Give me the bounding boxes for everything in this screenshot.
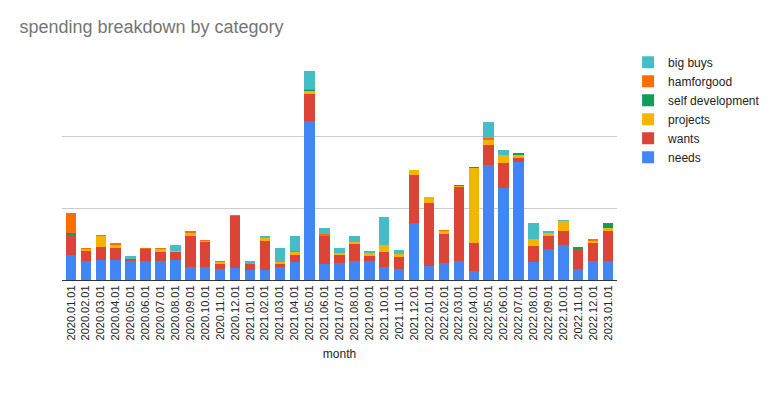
svg-text:month: month [323,347,356,361]
svg-text:2020.03.01: 2020.03.01 [94,285,106,340]
svg-text:2021.07.01: 2021.07.01 [333,285,345,340]
svg-text:2022.04.01: 2022.04.01 [467,285,479,340]
svg-text:2021.06.01: 2021.06.01 [318,285,330,340]
svg-text:2022.02.01: 2022.02.01 [438,285,450,340]
svg-text:2022.07.01: 2022.07.01 [512,285,524,340]
svg-text:2022.10.01: 2022.10.01 [557,285,569,340]
svg-text:2020.10.01: 2020.10.01 [199,285,211,340]
svg-text:2021.03.01: 2021.03.01 [273,285,285,340]
svg-text:2020.12.01: 2020.12.01 [229,285,241,340]
svg-text:2021.09.01: 2021.09.01 [363,285,375,340]
svg-text:2020.07.01: 2020.07.01 [154,285,166,340]
svg-text:projects: projects [668,113,710,127]
svg-text:2021.05.01: 2021.05.01 [303,285,315,340]
svg-text:2021.11.01: 2021.11.01 [393,285,405,339]
svg-text:2021.12.01: 2021.12.01 [408,285,420,340]
svg-text:2022.09.01: 2022.09.01 [542,285,554,340]
svg-text:2021.08.01: 2021.08.01 [348,285,360,340]
svg-text:2020.11.01: 2020.11.01 [214,285,226,339]
svg-text:2021.01.01: 2021.01.01 [244,285,256,340]
svg-text:2022.12.01: 2022.12.01 [587,285,599,340]
svg-text:2021.04.01: 2021.04.01 [288,285,300,340]
svg-text:needs: needs [668,151,701,165]
svg-text:2020.08.01: 2020.08.01 [169,285,181,340]
svg-text:2021.02.01: 2021.02.01 [258,285,270,340]
svg-text:2020.06.01: 2020.06.01 [139,285,151,340]
svg-text:2021.10.01: 2021.10.01 [378,285,390,340]
svg-text:2022.06.01: 2022.06.01 [497,285,509,340]
svg-text:2022.08.01: 2022.08.01 [527,285,539,340]
svg-text:2022.01.01: 2022.01.01 [423,285,435,340]
svg-text:2020.01.01: 2020.01.01 [65,285,77,340]
svg-text:2020.09.01: 2020.09.01 [184,285,196,340]
svg-text:wants: wants [667,132,699,146]
svg-text:hamforgood: hamforgood [668,75,732,89]
svg-text:2022.05.01: 2022.05.01 [482,285,494,340]
svg-text:2023.01.01: 2023.01.01 [602,285,614,340]
svg-text:spending breakdown by category: spending breakdown by category [19,17,283,37]
svg-text:2020.02.01: 2020.02.01 [79,285,91,340]
svg-text:2020.05.01: 2020.05.01 [124,285,136,340]
svg-text:self development: self development [668,94,759,108]
svg-text:2022.11.01: 2022.11.01 [572,285,584,339]
svg-text:2020.04.01: 2020.04.01 [109,285,121,340]
svg-text:2022.03.01: 2022.03.01 [452,285,464,340]
svg-text:big buys: big buys [668,56,713,70]
